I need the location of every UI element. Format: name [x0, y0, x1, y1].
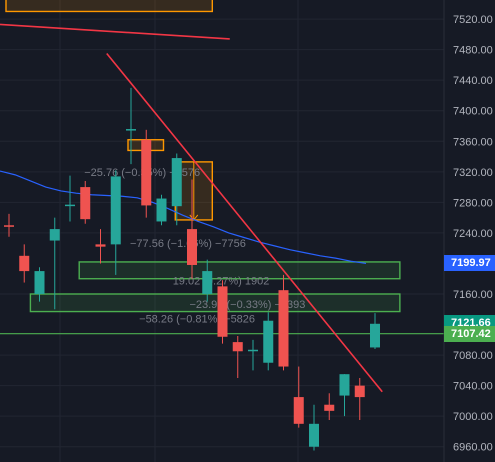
candle-body — [49, 229, 60, 241]
candle-body — [232, 342, 243, 352]
candle-body — [4, 225, 14, 227]
candle-body — [126, 129, 136, 131]
price-tick-label: 7280.00 — [453, 197, 493, 209]
measure-label: 19.02 (0.27%) 1902 — [173, 275, 270, 287]
candle-body — [293, 397, 304, 424]
price-tick-label: 7440.00 — [453, 75, 493, 87]
price-badge: 7107.42 — [444, 326, 495, 343]
price-badge: 7199.97 — [444, 255, 495, 272]
price-tick-label: 7400.00 — [453, 106, 493, 118]
price-range-zone — [29, 293, 401, 313]
price-tick-label: 7080.00 — [453, 350, 493, 362]
price-tick-label: 7000.00 — [453, 411, 493, 423]
candle-body — [278, 290, 289, 367]
candle-body — [110, 176, 121, 245]
candle-body — [187, 229, 197, 265]
moving-average-line — [0, 170, 367, 265]
candle-body — [217, 286, 228, 337]
candle-body — [80, 187, 91, 220]
candle-body — [65, 204, 75, 207]
price-tick-label: 7040.00 — [453, 381, 493, 393]
measure-label: −58.26 (−0.81%) −5826 — [139, 313, 255, 325]
candle-body — [95, 244, 106, 247]
candle-body — [141, 139, 152, 206]
candle-body — [354, 385, 365, 398]
candle-body — [34, 271, 45, 294]
price-tick-label: 7160.00 — [453, 289, 493, 301]
trend-line — [106, 52, 383, 393]
price-range-zone — [78, 261, 401, 280]
candle-body — [339, 374, 350, 396]
plot-group: −25.76 (−0.35%) −2576−77.56 (−1.06%) −77… — [0, 0, 444, 462]
price-tick-label: 7240.00 — [453, 228, 493, 240]
candle-body — [263, 320, 274, 363]
price-tick-label: 7360.00 — [453, 136, 493, 148]
date-price-range-zone — [5, 0, 214, 13]
candle-body — [248, 349, 258, 352]
trend-line — [0, 23, 230, 40]
candle-body — [324, 404, 335, 411]
candle-body — [19, 255, 30, 272]
price-tick-label: 7520.00 — [453, 14, 493, 26]
candle-body — [171, 158, 182, 207]
candle-body — [309, 423, 319, 447]
candle-body — [202, 271, 213, 294]
price-tick-label: 6960.00 — [453, 442, 493, 454]
price-tick-label: 7320.00 — [453, 167, 493, 179]
price-tick-label: 7480.00 — [453, 45, 493, 57]
candle-body — [156, 198, 167, 222]
candle-body — [370, 323, 380, 348]
